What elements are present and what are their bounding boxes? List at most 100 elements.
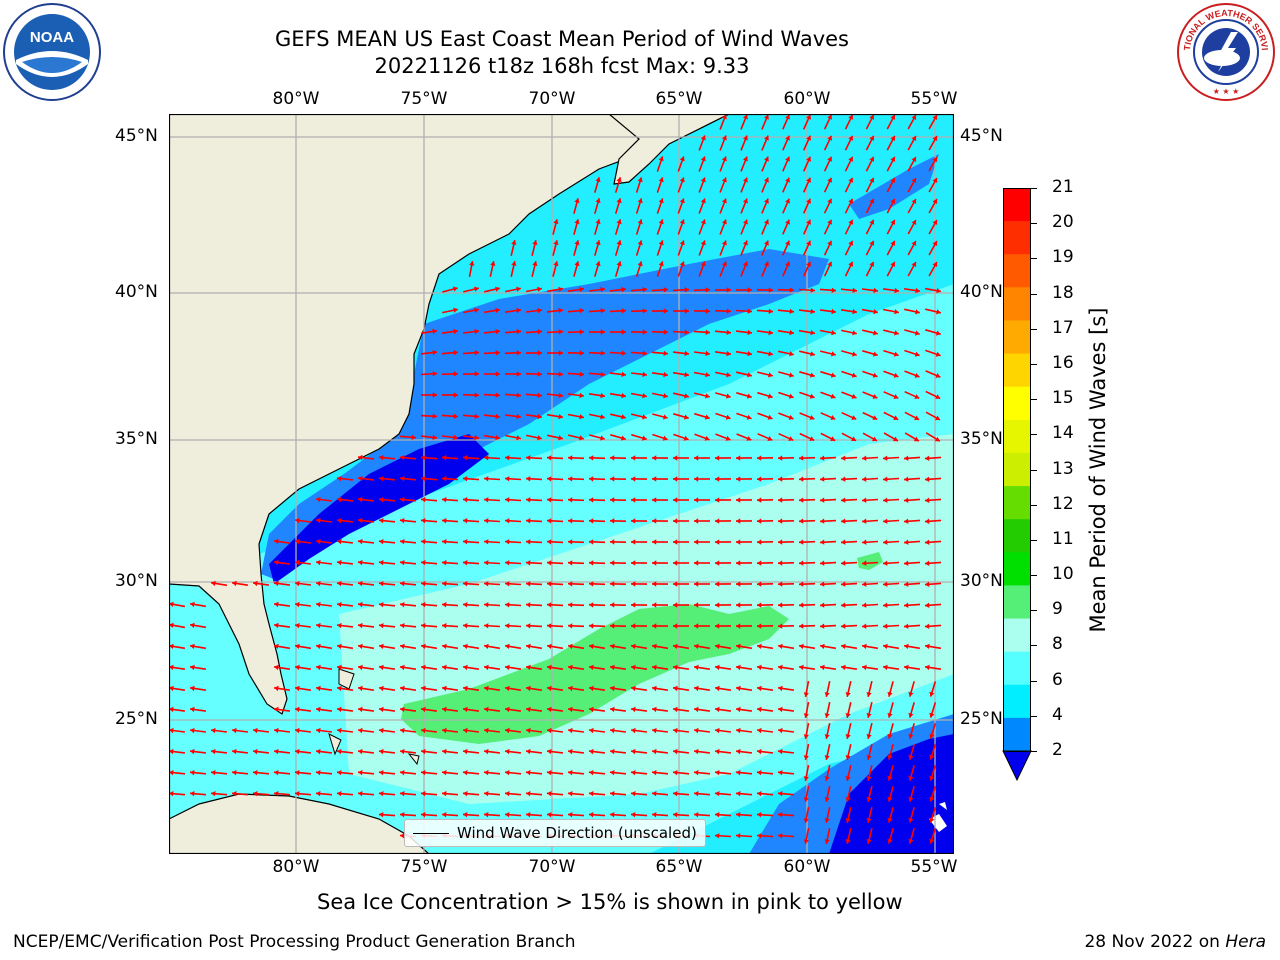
wave-arrow-head (568, 770, 573, 776)
wave-arrow-head (169, 622, 174, 628)
wave-arrow-head (803, 776, 809, 781)
wave-arrow-head (610, 664, 615, 671)
wave-arrow-head (932, 262, 938, 267)
wave-arrow-head (890, 114, 896, 120)
colorbar-tick-label: 20 (1052, 212, 1074, 233)
wave-arrow-head (421, 476, 426, 482)
wave-arrow-head (484, 623, 489, 629)
wave-arrow-head (721, 240, 727, 246)
wave-arrow-head (824, 755, 830, 760)
wave-arrow-head (274, 748, 279, 755)
wave-arrow-head (453, 307, 458, 313)
wave-arrow-head (463, 791, 468, 797)
wave-arrow-head (547, 706, 552, 713)
wave-arrow-head (764, 261, 769, 267)
wave-arrow-head (799, 560, 804, 566)
wave-arrow-head (694, 518, 699, 524)
wave-arrow-head (379, 770, 384, 776)
wave-arrow-head (442, 539, 447, 545)
map-panel[interactable] (169, 114, 954, 854)
wave-arrow-head (694, 539, 699, 545)
wave-arrow-head (453, 328, 458, 335)
lon-label-top-70w: 70°W (528, 89, 576, 109)
colorbar-tick-label: 4 (1052, 704, 1063, 725)
wave-arrow-head (316, 601, 321, 608)
wave-arrow-head (904, 581, 909, 587)
colorbar-tick-label: 21 (1052, 177, 1074, 197)
wave-arrow-head (883, 518, 888, 524)
wave-arrow-head (764, 219, 769, 225)
wave-arrow-head (869, 240, 875, 246)
wave-arrow-head (757, 727, 762, 734)
wave-arrow-head (658, 156, 664, 162)
wave-arrow-head (726, 308, 731, 314)
wave-arrow-head (652, 581, 657, 587)
wave-arrow-head (652, 560, 657, 566)
wave-arrow-head (652, 497, 657, 503)
noaa-logo: NOAA (3, 3, 101, 101)
wave-arrow-head (904, 643, 909, 649)
wave-arrow-head (463, 518, 468, 524)
wave-arrow-head (474, 392, 479, 398)
wave-arrow-head (841, 602, 846, 608)
wave-arrow-head (484, 685, 489, 692)
wave-arrow-head (799, 497, 804, 503)
wave-arrow-head (694, 497, 699, 503)
wave-arrow-head (890, 135, 896, 141)
wave-arrow-head (274, 622, 279, 629)
wave-arrow-head (211, 791, 216, 797)
wave-arrow-head (904, 539, 909, 545)
wave-arrow-head (757, 539, 762, 545)
wave-arrow-head (637, 240, 643, 246)
wave-arrow-head (694, 623, 699, 629)
wave-arrow-head (637, 177, 643, 183)
wave-arrow-head (600, 371, 605, 377)
wave-arrow-head (511, 261, 517, 266)
wave-arrow-head (484, 812, 489, 818)
wave-arrow-head (911, 220, 917, 225)
wave-arrow-head (537, 371, 542, 377)
wave-arrow-head (862, 497, 867, 503)
wave-arrow-head (721, 198, 727, 204)
wave-arrow-head (810, 287, 815, 293)
wave-arrow-head (700, 198, 706, 204)
land-north-america (169, 114, 730, 715)
wave-arrow-head (610, 518, 615, 524)
wave-arrow-head (803, 797, 809, 802)
wave-arrow-head (831, 308, 836, 315)
wave-arrow-head (757, 812, 762, 818)
wave-arrow-head (579, 414, 584, 420)
colorbar-tick-mark (1031, 434, 1037, 436)
wave-arrow-head (432, 371, 437, 377)
wave-arrow-head (505, 539, 510, 545)
wave-arrow-head (890, 198, 896, 204)
wave-arrow-head (684, 287, 689, 293)
wave-arrow-head (746, 436, 752, 441)
wave-arrow-head (595, 219, 601, 225)
wave-arrow-head (824, 818, 830, 823)
wave-arrow-head (484, 791, 489, 797)
wave-arrow-head (495, 392, 500, 398)
wave-arrow-head (295, 770, 300, 776)
wind-wave-direction-arrows (169, 114, 942, 845)
colorbar-cell (1003, 386, 1031, 421)
wave-arrow-head (908, 817, 914, 823)
wave-arrow-head (358, 643, 363, 649)
colorbar-cell (1003, 651, 1031, 686)
wave-arrow-head (568, 706, 573, 713)
wave-arrow-head (421, 727, 426, 734)
wave-arrow-head (789, 329, 794, 336)
wave-arrow-head (169, 770, 174, 776)
wave-arrow-head (851, 372, 857, 378)
land-nova-scotia (608, 114, 730, 185)
wave-arrow-head (736, 560, 741, 566)
wave-arrow-head (484, 581, 489, 587)
wave-arrow-head (358, 664, 363, 671)
colorbar-extend-arrow (1002, 750, 1032, 782)
wave-arrow-head (715, 812, 720, 818)
wave-arrow-head (652, 602, 657, 608)
wave-arrow-head (516, 307, 521, 314)
colorbar-tick-mark (1031, 258, 1037, 260)
wave-arrow-head (806, 219, 811, 225)
wave-arrow-head (421, 685, 426, 692)
